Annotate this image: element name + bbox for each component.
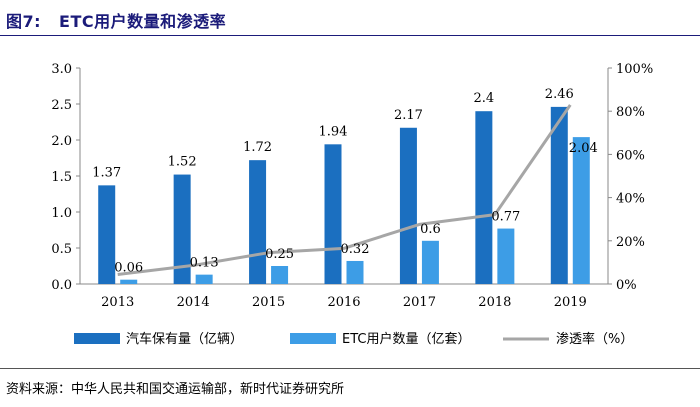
chart: 0.0 0.5 1.0 1.5 2.0 2.5 3.0 0% 20% 40% 60% 80% 100% 2… [51,62,653,347]
left-axis-tick-label: 2.0 [51,134,72,149]
x-axis-tick-label: 2017 [403,295,436,310]
left-axis-tick-label: 1.5 [51,170,72,185]
figure-number: 图7: [6,12,42,31]
legend-label-vehicles: 汽车保有量（亿辆） [126,331,243,347]
figure-title: 图7: ETC用户数量和渗透率 [6,8,226,32]
bar-vehicles [399,127,417,284]
bar-vehicles [550,106,568,284]
bar-etc-users [271,266,289,284]
bar-vehicles [98,185,116,284]
x-axis-tick-label: 2019 [554,295,587,310]
right-axis-tick-label: 20% [616,235,645,250]
bar-etc-users [421,240,439,284]
x-axis-tick-label: 2015 [252,295,285,310]
legend-label-etc-users: ETC用户数量（亿套） [342,331,470,347]
data-label-vehicles: 1.94 [319,124,348,139]
title-divider [0,35,700,36]
data-label-vehicles: 2.46 [545,87,574,102]
data-label-etc-users: 0.6 [420,222,441,237]
source-divider [0,368,700,369]
x-axis-tick-label: 2018 [478,295,511,310]
right-axis-tick-label: 80% [616,105,645,120]
data-label-etc-users: 0.13 [190,256,219,271]
right-axis-tick-label: 0% [616,278,637,293]
x-axis-tick-label: 2013 [101,295,134,310]
right-axis-tick-label: 40% [616,192,645,207]
legend-swatch-vehicles [74,333,120,344]
bar-vehicles [475,111,493,284]
left-axis-tick-label: 1.0 [51,206,72,221]
x-axis-tick-label: 2014 [177,295,210,310]
right-axis-tick-label: 60% [616,148,645,163]
penetration-line [117,104,572,276]
bar-vehicles [249,160,267,284]
left-axis-tick-label: 0.0 [51,278,72,293]
left-axis-tick-label: 2.5 [51,98,72,113]
data-label-vehicles: 1.72 [243,140,272,155]
left-axis-tick-label: 3.0 [51,62,72,77]
legend-swatch-etc-users [290,333,336,344]
data-label-vehicles: 2.4 [474,91,495,106]
data-label-etc-users: 0.77 [491,210,520,225]
data-label-vehicles: 1.52 [168,155,197,170]
data-label-etc-users: 0.06 [114,261,143,276]
bar-etc-users [497,228,515,284]
bar-etc-users [572,137,590,284]
data-label-etc-users: 0.25 [265,247,294,262]
legend-label-penetration: 渗透率（%） [556,331,633,347]
data-label-vehicles: 2.17 [394,108,423,123]
bar-vehicles [324,144,342,284]
data-label-etc-users: 2.04 [569,141,598,156]
data-label-etc-users: 0.32 [341,242,370,257]
bar-etc-users [195,274,213,284]
bar-vehicles [173,174,191,284]
bar-etc-users [346,260,364,284]
right-axis-tick-label: 100% [616,62,653,77]
x-axis-tick-label: 2016 [327,295,360,310]
source-note: 资料来源：中华人民共和国交通运输部，新时代证券研究所 [6,382,345,397]
left-axis-tick-label: 0.5 [51,242,72,257]
figure-title-text: ETC用户数量和渗透率 [59,12,227,31]
data-label-vehicles: 1.37 [92,165,121,180]
bar-etc-users [120,279,138,284]
